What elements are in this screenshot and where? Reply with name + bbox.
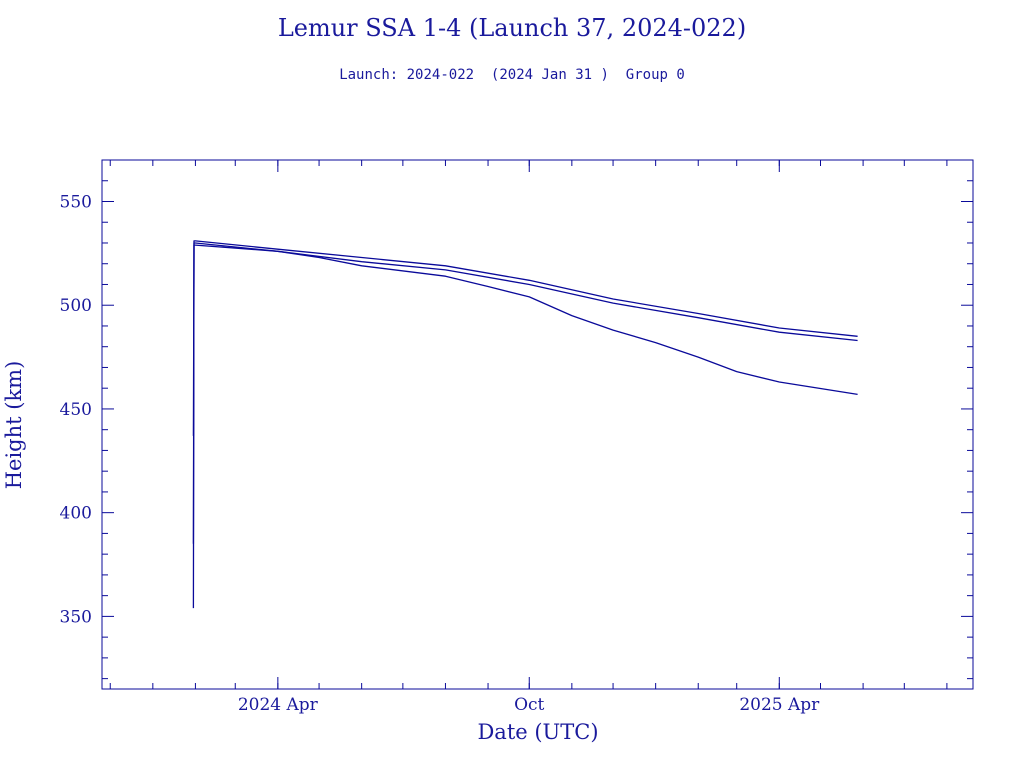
x-tick-label: 2025 Apr <box>739 695 820 715</box>
x-tick-labels: 2024 Apr Oct 2025 Apr <box>238 695 820 715</box>
x-tick-label: 2024 Apr <box>238 695 319 715</box>
axis-ticks <box>102 159 973 689</box>
y-tick-label: 350 <box>60 607 92 627</box>
series-line-3 <box>192 244 858 436</box>
y-axis-label: Height (km) <box>2 361 26 490</box>
chart-title: Lemur SSA 1-4 (Launch 37, 2024-022) <box>277 14 747 42</box>
series-line-1 <box>192 240 858 609</box>
y-tick-label: 550 <box>60 192 92 212</box>
y-tick-label: 500 <box>60 296 92 316</box>
plot-frame <box>101 159 974 690</box>
series-line-2 <box>192 242 858 544</box>
y-tick-label: 450 <box>60 400 92 420</box>
y-tick-label: 400 <box>60 504 92 524</box>
x-axis-label: Date (UTC) <box>477 720 598 744</box>
x-tick-label: Oct <box>514 695 544 715</box>
series-lines <box>192 240 858 609</box>
y-tick-labels: 350 400 450 500 550 <box>60 192 92 627</box>
chart-subtitle: Launch: 2024-022 (2024 Jan 31 ) Group 0 <box>339 67 685 83</box>
